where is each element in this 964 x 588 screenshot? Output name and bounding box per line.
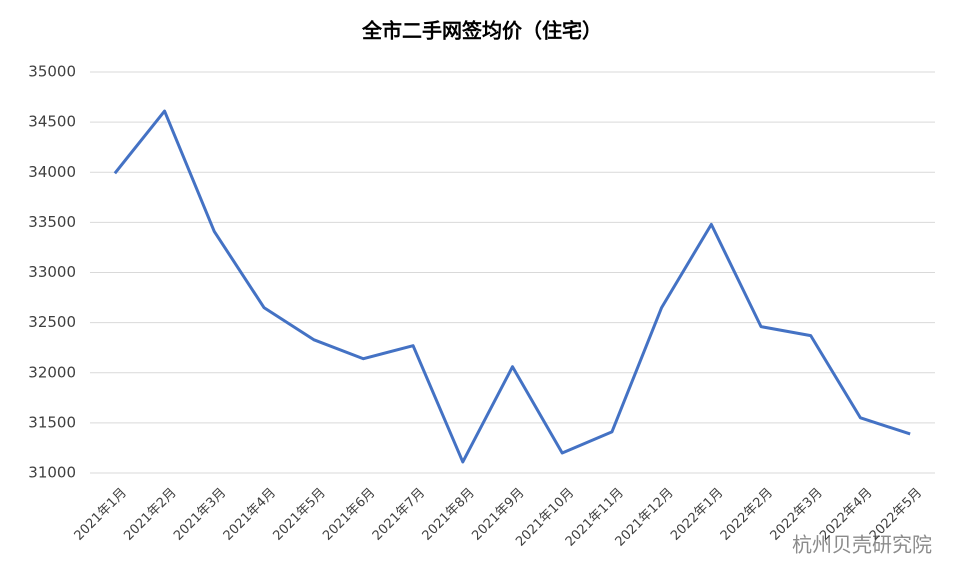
y-tick-label: 32000 [28, 363, 76, 381]
chart-title: 全市二手网签均价（住宅） [361, 19, 602, 43]
x-tick-label: 2021年8月 [420, 485, 478, 543]
x-tick-label: 2022年2月 [718, 485, 776, 543]
x-tick-label: 2021年5月 [270, 485, 328, 543]
y-tick-label: 33500 [28, 213, 76, 231]
y-tick-label: 35000 [28, 63, 76, 81]
y-tick-label: 31500 [28, 413, 76, 431]
x-tick-label: 2022年1月 [668, 485, 726, 543]
line [113, 109, 911, 464]
x-tick-label: 2021年2月 [121, 485, 179, 543]
y-tick-label: 32500 [28, 313, 76, 331]
y-tick-label: 31000 [28, 464, 76, 482]
x-tick-label: 2021年4月 [221, 485, 279, 543]
y-tick-label: 34500 [28, 113, 76, 131]
x-tick-label: 2021年6月 [320, 485, 378, 543]
y-tick-label: 33000 [28, 263, 76, 281]
x-tick-label: 2021年3月 [171, 485, 229, 543]
x-tick-label: 2021年7月 [370, 485, 428, 543]
watermark: 杭州贝壳研究院 [792, 533, 932, 557]
x-tick-label: 2021年1月 [72, 485, 130, 543]
y-tick-label: 34000 [28, 163, 76, 181]
